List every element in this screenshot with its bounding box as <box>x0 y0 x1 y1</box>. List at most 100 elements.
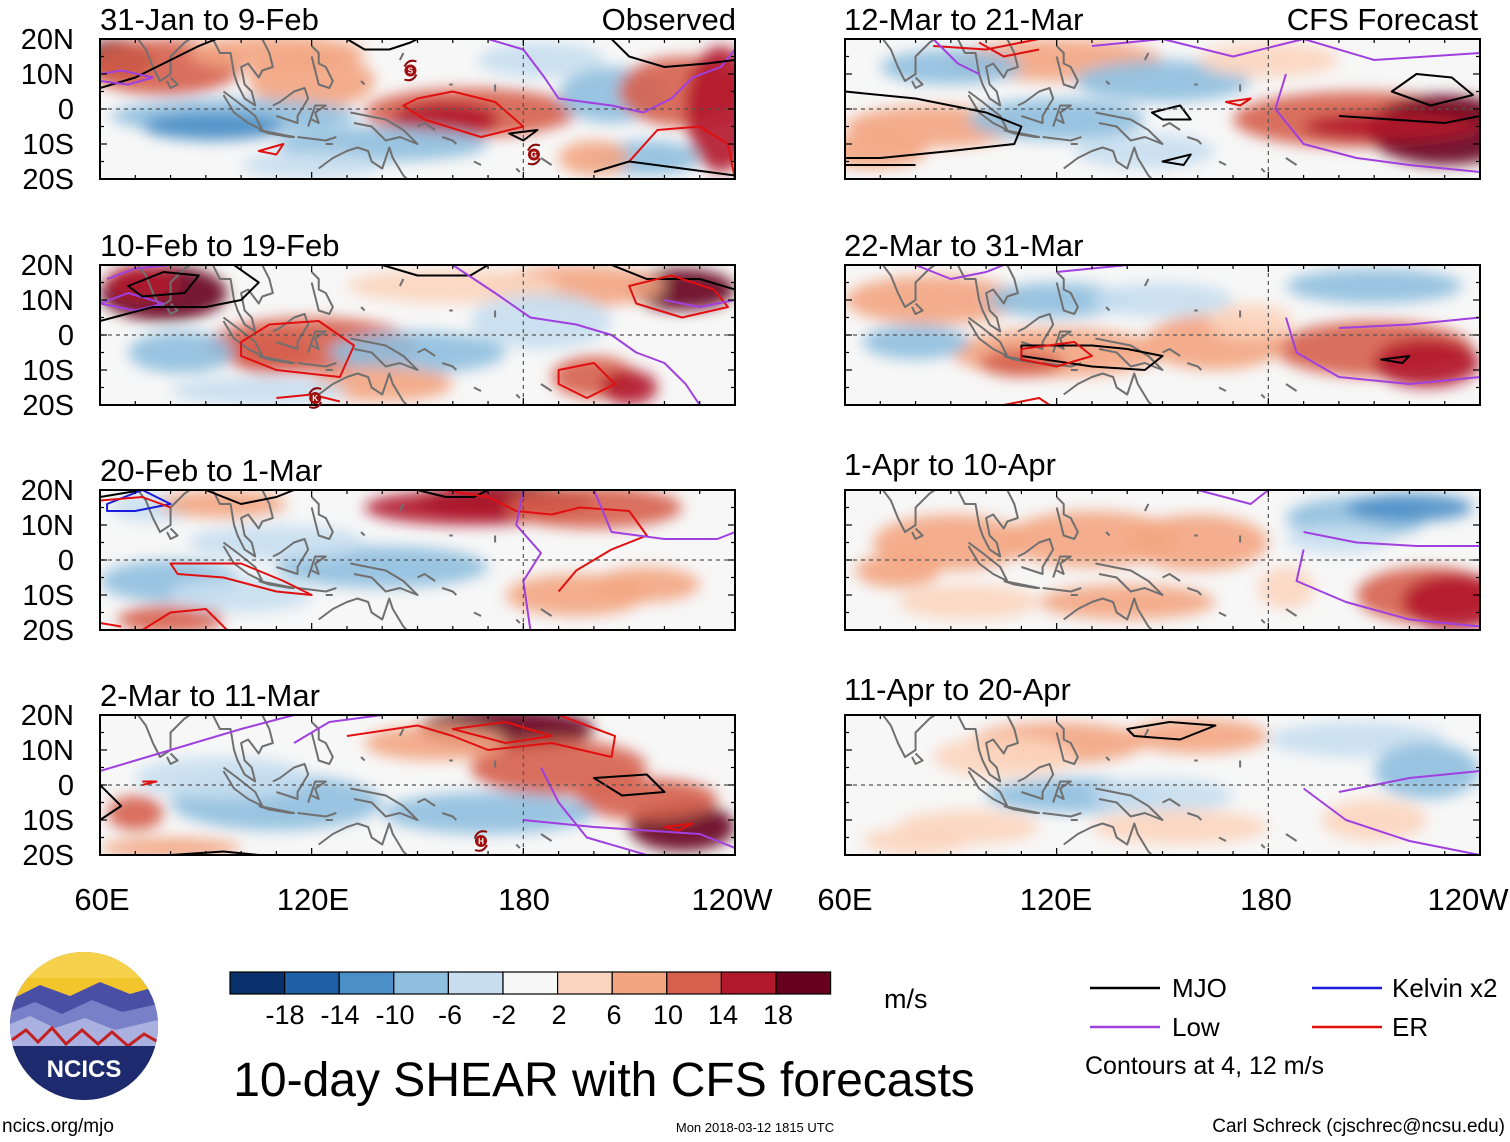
coastlines <box>128 715 553 855</box>
coastline <box>515 167 521 173</box>
lon-label: 180 <box>1240 882 1292 917</box>
tropical-cyclone-icon: S <box>403 59 418 82</box>
panel-title-observed-4: 2-Mar to 11-Mar <box>100 678 320 713</box>
colorbar-tick: 18 <box>763 1000 793 1030</box>
coastline <box>956 39 1019 107</box>
coastline <box>1285 833 1298 842</box>
colorbar-swatch <box>229 971 286 995</box>
lat-label: 10S <box>22 580 74 612</box>
lat-label: 10N <box>21 285 74 317</box>
coastline <box>360 80 366 86</box>
contour-mjo <box>127 271 200 298</box>
shear-anomaly-region <box>1091 809 1269 845</box>
observed-tag: Observed <box>602 2 736 37</box>
contour-er <box>402 90 525 138</box>
coastline <box>1057 476 1064 483</box>
panel-forecast-1 <box>844 38 1481 180</box>
coastline <box>1063 146 1154 179</box>
coastline <box>417 573 436 582</box>
coastline <box>350 337 419 371</box>
coastline <box>911 527 924 540</box>
coastline <box>1162 122 1181 131</box>
coastline <box>291 637 295 679</box>
contour-mjo <box>611 265 735 291</box>
contour-low <box>487 39 735 114</box>
panel-title-observed-3: 20-Feb to 1-Mar <box>100 453 322 488</box>
coastline <box>1260 843 1266 849</box>
coastline <box>1260 393 1266 399</box>
coastline <box>1063 597 1154 630</box>
contour-mjo <box>592 773 666 797</box>
colorbar-swatch <box>720 971 777 995</box>
coastline <box>307 330 327 353</box>
contour-er <box>169 562 313 596</box>
shear-anomaly-region <box>1091 282 1234 318</box>
shear-anomaly-region <box>382 792 594 834</box>
contour-low <box>1338 770 1480 793</box>
shear-anomaly-field <box>845 39 1480 169</box>
coastline <box>956 265 1019 333</box>
contours <box>1197 490 1480 628</box>
shear-anomaly-region <box>170 377 347 405</box>
colorbar-swatch <box>338 971 395 995</box>
coastline <box>1186 136 1203 145</box>
colorbar-tick: 14 <box>708 1000 738 1030</box>
contour-legend: MJO Kelvin x2 Low ER Contours at 4, 12 m… <box>1085 973 1498 1080</box>
contours <box>1126 721 1480 855</box>
lat-label: 20N <box>21 24 74 56</box>
lat-label: 0 <box>58 94 74 126</box>
contour-low <box>1338 316 1480 329</box>
colorbar-swatch <box>611 971 668 995</box>
lat-label: 10N <box>21 59 74 91</box>
coastline <box>310 496 334 540</box>
coastline <box>398 278 405 287</box>
map-frame <box>99 489 736 631</box>
coastline <box>360 306 366 312</box>
shear-anomaly-region <box>897 584 1040 620</box>
shear-anomaly-region <box>477 42 605 78</box>
coastline <box>1003 805 1041 814</box>
colorbar-tick: -6 <box>438 1000 462 1030</box>
map-frame <box>99 714 736 856</box>
contour-er <box>628 274 729 319</box>
coastline <box>1285 157 1298 166</box>
coastline <box>398 728 405 737</box>
panel-observed-4: H <box>99 714 736 856</box>
shear-anomaly-region <box>845 133 927 169</box>
coastline <box>417 348 436 357</box>
shear-anomaly-region <box>593 567 700 602</box>
coastline <box>310 45 334 89</box>
colorbar-swatch <box>666 971 722 995</box>
shear-anomaly-region <box>1039 584 1216 620</box>
shear-anomaly-field <box>100 490 700 630</box>
lat-label: 0 <box>58 770 74 802</box>
contour-mjo <box>1161 153 1192 166</box>
coastline <box>1052 555 1072 578</box>
contour-note: Contours at 4, 12 m/s <box>1085 1052 1324 1080</box>
lat-label: 20S <box>22 390 74 422</box>
coastline <box>258 355 296 364</box>
contour-low <box>100 69 154 86</box>
shear-anomaly-region <box>117 605 224 630</box>
panel-observed-1: SG <box>99 38 736 180</box>
shear-anomaly-region <box>1074 60 1251 102</box>
coastline <box>441 812 458 821</box>
coastline <box>272 538 310 575</box>
coastline <box>1143 278 1150 287</box>
coastline <box>318 822 409 855</box>
coastline <box>128 715 192 758</box>
coastline <box>1162 798 1181 807</box>
contour-low <box>100 292 165 312</box>
coastline <box>1143 52 1150 61</box>
contours <box>100 715 735 855</box>
coastline <box>1063 372 1154 405</box>
coastline <box>1143 728 1150 737</box>
coastline <box>540 157 553 166</box>
map-frame <box>844 264 1481 406</box>
shear-anomaly-region <box>1402 574 1480 630</box>
shear-anomaly-region <box>311 366 453 402</box>
contour-mjo <box>205 490 295 505</box>
coastline <box>441 362 458 371</box>
coastline <box>1105 80 1111 86</box>
